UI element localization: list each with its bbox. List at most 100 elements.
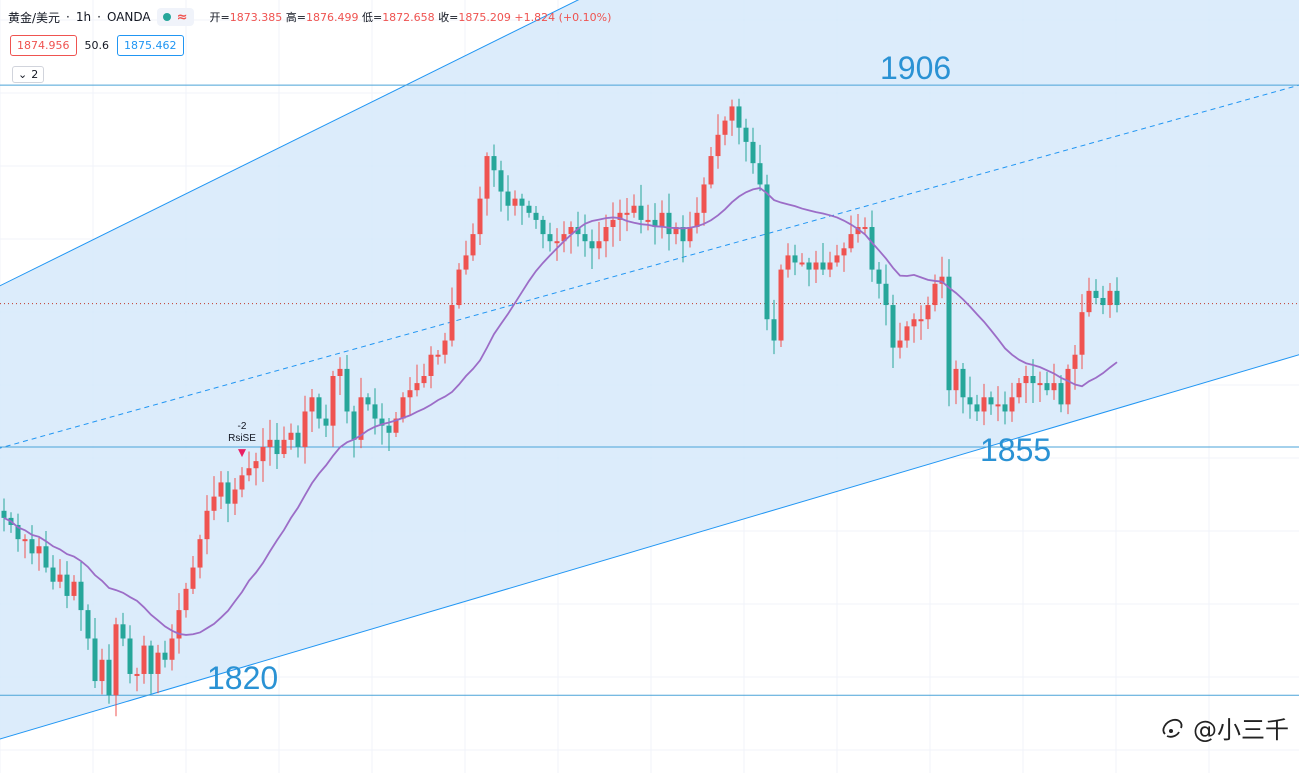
- candle: [764, 174, 770, 331]
- candle: [253, 452, 259, 486]
- candle: [477, 186, 483, 246]
- open-value: 1873.385: [229, 11, 283, 24]
- candle-body: [876, 269, 882, 284]
- candle: [1093, 279, 1099, 305]
- candle: [1, 498, 7, 532]
- candle: [491, 144, 497, 187]
- candle: [435, 350, 441, 365]
- candle-body: [617, 212, 623, 220]
- candle: [939, 256, 945, 299]
- candle: [827, 251, 833, 278]
- signal-value: -2: [238, 421, 247, 432]
- candle-body: [946, 276, 952, 391]
- candle: [708, 146, 714, 189]
- candle: [757, 144, 763, 192]
- market-status[interactable]: ≈: [156, 8, 194, 26]
- candle-body: [421, 376, 427, 384]
- candle: [1058, 375, 1064, 413]
- candle: [176, 593, 182, 654]
- candle-body: [316, 397, 322, 419]
- candle-body: [757, 163, 763, 185]
- candle-body: [246, 468, 252, 476]
- candle-body: [36, 546, 42, 554]
- candle: [169, 624, 175, 671]
- candle: [533, 205, 539, 229]
- candle-body: [1072, 354, 1078, 369]
- candle: [78, 561, 84, 631]
- channel-upper-line[interactable]: [0, 0, 1299, 287]
- candle-body: [92, 638, 98, 682]
- interval-label[interactable]: 1h: [75, 10, 92, 24]
- spread-value: 50.6: [84, 39, 110, 52]
- candle: [750, 127, 756, 174]
- candle-body: [841, 248, 847, 256]
- candle-body: [1023, 376, 1029, 384]
- candle-body: [1086, 290, 1092, 313]
- signal-label: RsiSE: [228, 433, 256, 444]
- candle-body: [519, 198, 525, 206]
- candle-body: [540, 219, 546, 235]
- candle: [813, 250, 819, 283]
- candle: [799, 253, 805, 267]
- weibo-logo-icon: [1162, 718, 1183, 738]
- candle-body: [687, 227, 693, 242]
- indicator-count: 2: [31, 68, 39, 81]
- candle-body: [351, 411, 357, 440]
- ask-button[interactable]: 1875.462: [117, 35, 184, 56]
- candle: [29, 525, 35, 565]
- candle-body: [862, 227, 868, 230]
- candle-body: [645, 219, 651, 222]
- channel-lower-line[interactable]: [0, 353, 1299, 740]
- candle: [288, 423, 294, 450]
- low-value: 1872.658: [382, 11, 435, 24]
- wave-icon: ≈: [176, 9, 188, 25]
- candle: [113, 617, 119, 717]
- candle-body: [673, 227, 679, 235]
- channel-mid-line[interactable]: [0, 83, 1299, 449]
- candle: [64, 561, 70, 609]
- candle-body: [50, 567, 56, 582]
- candle-body: [1, 510, 7, 518]
- candle-body: [722, 120, 728, 135]
- candle-body: [183, 588, 189, 611]
- candle: [645, 204, 651, 231]
- candle: [953, 360, 959, 405]
- candle: [736, 98, 742, 145]
- candle-body: [827, 262, 833, 270]
- candle: [638, 184, 644, 234]
- candle-body: [1107, 290, 1113, 306]
- symbol-name[interactable]: 黄金/美元: [8, 10, 61, 25]
- candle: [386, 418, 392, 452]
- candle-body: [883, 283, 889, 306]
- candle-body: [694, 212, 700, 228]
- candle: [1002, 391, 1008, 425]
- candle-body: [260, 446, 266, 462]
- candle-body: [344, 368, 350, 412]
- candle-body: [1100, 297, 1106, 306]
- candle: [218, 471, 224, 509]
- candle: [155, 644, 161, 694]
- candle: [120, 612, 126, 647]
- candle-body: [750, 141, 756, 164]
- candle: [498, 160, 504, 212]
- candle-body: [281, 439, 287, 455]
- bid-button[interactable]: 1874.956: [10, 35, 77, 56]
- candle: [617, 199, 623, 242]
- candle-body: [253, 461, 259, 469]
- candle: [267, 419, 273, 466]
- candle-body: [890, 305, 896, 348]
- candle-body: [512, 198, 518, 206]
- level-1855-label: 1855: [980, 432, 1051, 468]
- level-1820-label: 1820: [207, 660, 278, 696]
- separator-dot: ·: [97, 10, 101, 24]
- candle-body: [1009, 397, 1015, 412]
- candle-body: [624, 212, 630, 215]
- candle: [512, 190, 518, 216]
- candle: [337, 357, 343, 396]
- candle-body: [638, 205, 644, 220]
- indicators-toggle-button[interactable]: ⌄ 2: [12, 66, 45, 83]
- high-label: 高=: [285, 11, 306, 24]
- candle: [960, 363, 966, 414]
- candle-body: [428, 354, 434, 376]
